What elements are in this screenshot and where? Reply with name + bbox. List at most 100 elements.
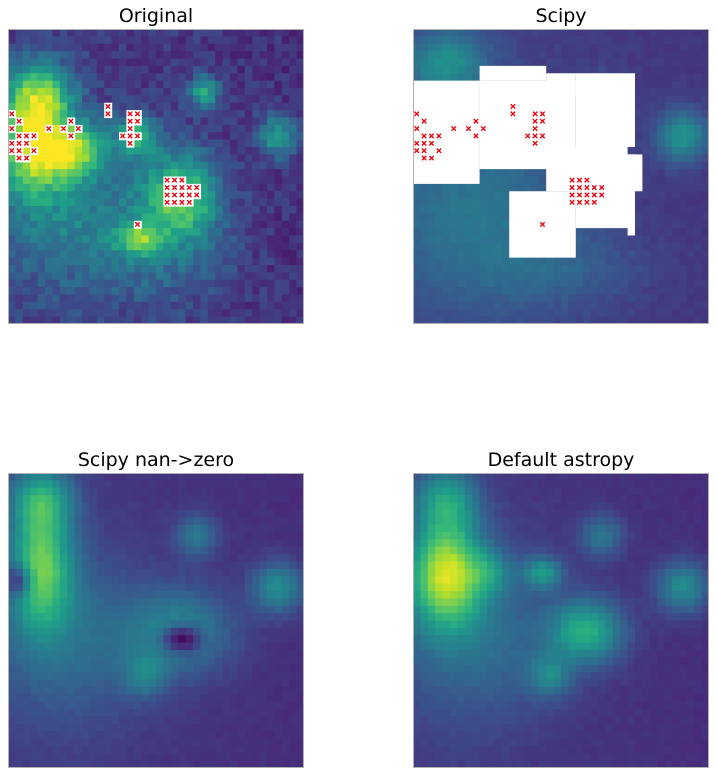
heatmap-cell <box>163 753 172 762</box>
heatmap-cell <box>546 279 555 288</box>
heatmap-cell <box>22 43 31 52</box>
heatmap-cell <box>296 51 304 60</box>
heatmap-cell <box>237 102 246 111</box>
heatmap-cell <box>259 679 268 688</box>
heatmap-cell <box>74 613 83 622</box>
heatmap-cell <box>141 627 150 636</box>
heatmap-cell <box>701 183 709 192</box>
heatmap-cell <box>52 257 61 266</box>
heatmap-cell <box>141 620 150 629</box>
heatmap-cell <box>59 43 68 52</box>
heatmap-cell <box>612 294 621 303</box>
heatmap-cell <box>52 568 61 577</box>
heatmap-cell <box>126 242 135 251</box>
heatmap-cell <box>193 554 201 563</box>
heatmap-cell <box>289 745 298 754</box>
heatmap-cell <box>413 294 421 303</box>
heatmap-cell <box>281 487 290 496</box>
heatmap-cell <box>672 235 680 244</box>
heatmap-cell <box>37 102 46 111</box>
heatmap-cell <box>649 213 658 222</box>
heatmap-cell <box>170 139 179 148</box>
heatmap-cell <box>104 95 113 104</box>
heatmap-cell <box>119 95 127 104</box>
heatmap-cell <box>170 679 179 688</box>
heatmap-cell <box>457 198 466 207</box>
heatmap-cell <box>701 191 709 200</box>
heatmap-cell <box>296 495 304 504</box>
heatmap-cell <box>119 213 127 222</box>
heatmap-cell <box>89 509 98 518</box>
heatmap-cell <box>126 73 135 82</box>
heatmap-cell <box>133 731 142 740</box>
heatmap-cell <box>111 124 120 133</box>
heatmap-cell <box>215 546 224 555</box>
heatmap-cell <box>215 635 224 644</box>
heatmap-cell <box>133 502 142 511</box>
heatmap-cell <box>45 642 53 651</box>
heatmap-cell <box>281 102 290 111</box>
nan-marker <box>9 111 15 117</box>
heatmap-cell <box>59 753 68 762</box>
heatmap-cell <box>575 294 584 303</box>
heatmap-cell <box>156 473 164 481</box>
heatmap-cell <box>701 29 709 37</box>
heatmap-cell <box>427 36 436 45</box>
heatmap-cell <box>296 272 304 281</box>
heatmap-cell <box>244 709 253 717</box>
heatmap-cell <box>274 635 283 644</box>
heatmap-cell <box>74 206 83 214</box>
heatmap-cell <box>200 546 209 555</box>
heatmap-cell <box>59 213 68 222</box>
heatmap-cell <box>472 29 481 37</box>
heatmap-cell <box>427 257 436 266</box>
heatmap-cell <box>442 473 451 481</box>
heatmap-cell <box>413 58 421 67</box>
heatmap-cell <box>67 635 76 644</box>
heatmap-cell <box>89 539 98 548</box>
heatmap-cell <box>22 294 31 303</box>
heatmap-cell <box>30 738 39 747</box>
heatmap-cell <box>15 88 24 96</box>
heatmap-cell <box>244 265 253 273</box>
heatmap-cell <box>119 576 127 585</box>
heatmap-cell <box>207 301 216 310</box>
heatmap-cell <box>185 110 194 119</box>
heatmap-cell <box>193 539 201 548</box>
heatmap-cell <box>163 301 172 310</box>
heatmap-cell <box>119 235 127 244</box>
heatmap-cell <box>74 473 83 481</box>
heatmap-cell <box>133 591 142 599</box>
heatmap-cell <box>289 147 298 155</box>
heatmap-cell <box>244 480 253 489</box>
heatmap-cell <box>568 43 577 52</box>
heatmap-cell <box>8 635 16 644</box>
heatmap-cell <box>649 147 658 155</box>
heatmap-cell <box>89 36 98 45</box>
heatmap-cell <box>642 287 651 296</box>
heatmap-cell <box>479 316 488 324</box>
heatmap-cell <box>244 287 253 296</box>
heatmap-cell <box>59 95 68 104</box>
heatmap-cell <box>230 272 238 281</box>
heatmap-cell <box>74 701 83 710</box>
heatmap-cell <box>133 509 142 518</box>
heatmap-cell <box>163 694 172 703</box>
heatmap-cell <box>133 183 142 192</box>
heatmap-cell <box>679 73 688 82</box>
heatmap-cell <box>52 605 61 614</box>
heatmap-cell <box>163 532 172 540</box>
heatmap-cell <box>156 524 164 533</box>
heatmap-cell <box>222 554 231 563</box>
heatmap-cell <box>531 473 540 481</box>
heatmap-cell <box>111 583 120 592</box>
heatmap-cell <box>427 213 436 222</box>
heatmap-cell <box>185 554 194 563</box>
heatmap-cell <box>672 51 680 60</box>
heatmap-cell <box>472 220 481 229</box>
heatmap-cell <box>126 576 135 585</box>
nan-marker <box>584 177 590 183</box>
heatmap-cell <box>635 272 643 281</box>
heatmap-cell <box>22 605 31 614</box>
heatmap-cell <box>420 198 429 207</box>
